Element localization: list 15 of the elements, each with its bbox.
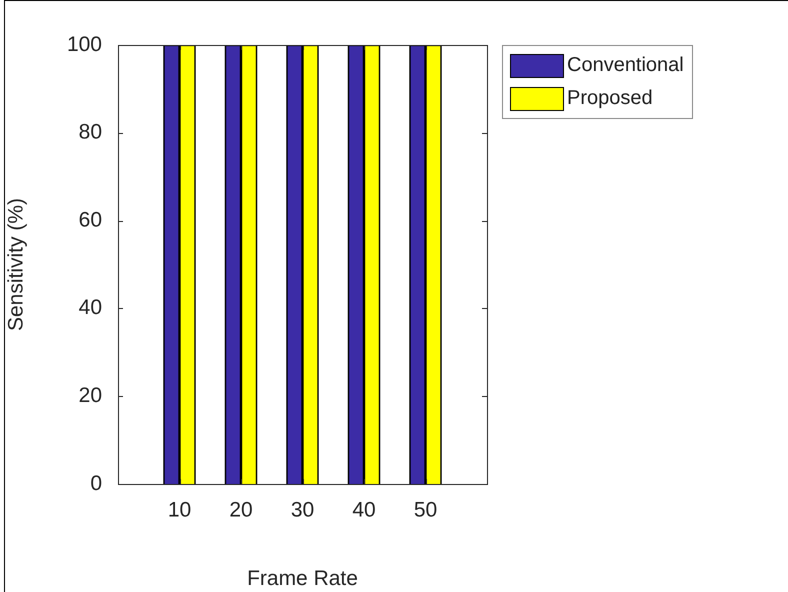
- y-tick-label: 40: [78, 296, 102, 320]
- legend-label: Proposed: [567, 87, 653, 110]
- y-tick-label: 0: [90, 472, 102, 495]
- x-tick-label: 50: [414, 498, 438, 522]
- x-tick-label: 30: [290, 498, 314, 522]
- x-axis-title: Frame Rate: [247, 567, 358, 590]
- y-tick-label: 80: [78, 120, 102, 144]
- y-tick-label: 20: [78, 384, 102, 407]
- legend-label: Conventional: [567, 54, 684, 77]
- y-tick-label: 60: [78, 208, 102, 232]
- x-tick-label: 10: [168, 498, 192, 522]
- y-tick-label: 100: [66, 32, 102, 56]
- x-tick-label: 40: [352, 498, 376, 522]
- x-tick-label: 20: [229, 498, 253, 522]
- y-axis-title: Sensitivity (%): [4, 198, 28, 332]
